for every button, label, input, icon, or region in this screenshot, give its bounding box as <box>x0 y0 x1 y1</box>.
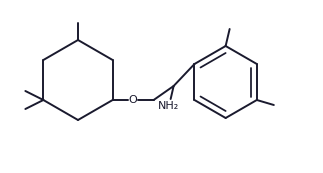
Text: NH₂: NH₂ <box>158 101 179 111</box>
Text: O: O <box>128 95 137 105</box>
